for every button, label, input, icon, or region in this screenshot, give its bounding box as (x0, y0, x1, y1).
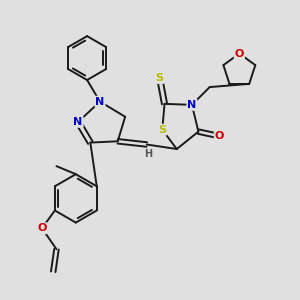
Text: N: N (74, 117, 83, 127)
Text: N: N (95, 97, 105, 106)
Text: N: N (187, 100, 196, 110)
Text: O: O (37, 223, 46, 233)
Text: O: O (235, 49, 244, 58)
Text: O: O (215, 131, 224, 141)
Text: S: S (156, 73, 164, 83)
Text: H: H (144, 149, 152, 159)
Text: S: S (158, 125, 166, 135)
